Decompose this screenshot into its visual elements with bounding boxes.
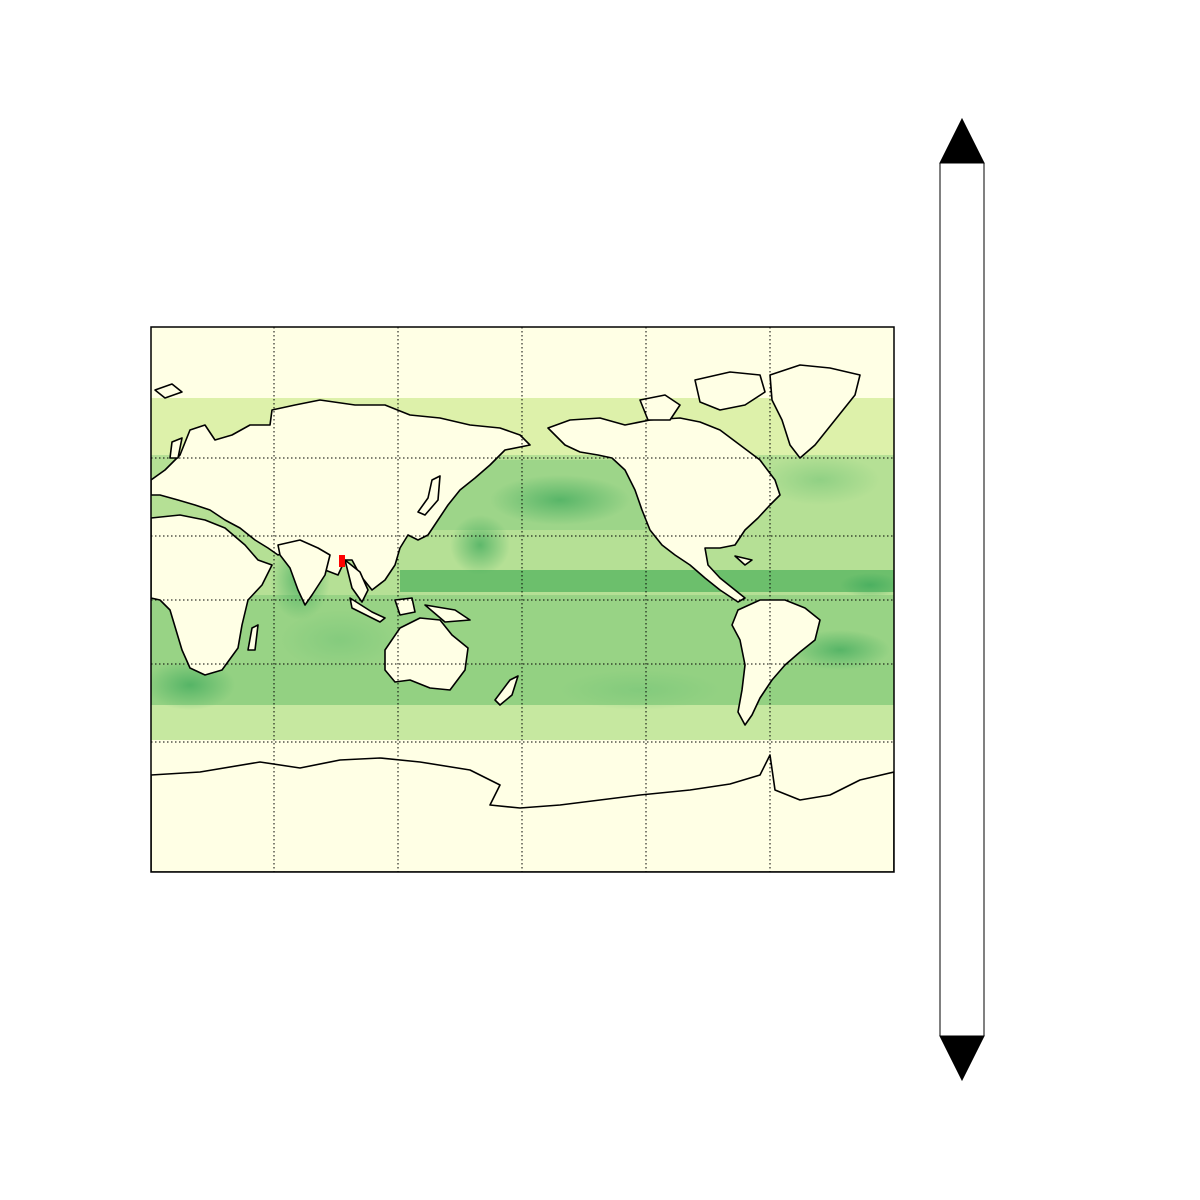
colorbar-extend-under	[939, 1035, 985, 1082]
indochina	[344, 559, 369, 603]
british-isles	[154, 383, 183, 459]
africa	[151, 514, 273, 676]
madagascar	[247, 624, 259, 651]
greenland	[769, 364, 861, 459]
map-panel	[151, 327, 894, 872]
colorbar-frame	[939, 162, 985, 1037]
eurasia	[151, 399, 531, 591]
australia	[384, 617, 469, 691]
indonesia	[349, 597, 471, 623]
new-zealand	[494, 675, 519, 706]
gridlines	[151, 327, 894, 872]
arctic-islands	[639, 371, 766, 421]
south-america	[731, 599, 821, 726]
caribbean	[734, 555, 753, 566]
map-frame	[150, 326, 895, 873]
over-range-pixel	[339, 555, 345, 567]
antarctica	[151, 754, 894, 872]
north-america	[547, 417, 781, 603]
colorbar-gradient	[940, 163, 984, 1036]
india	[277, 539, 331, 606]
japan	[417, 475, 441, 516]
land-masses	[151, 364, 894, 872]
colorbar	[939, 117, 985, 1082]
colorbar-extend-over	[939, 117, 985, 164]
